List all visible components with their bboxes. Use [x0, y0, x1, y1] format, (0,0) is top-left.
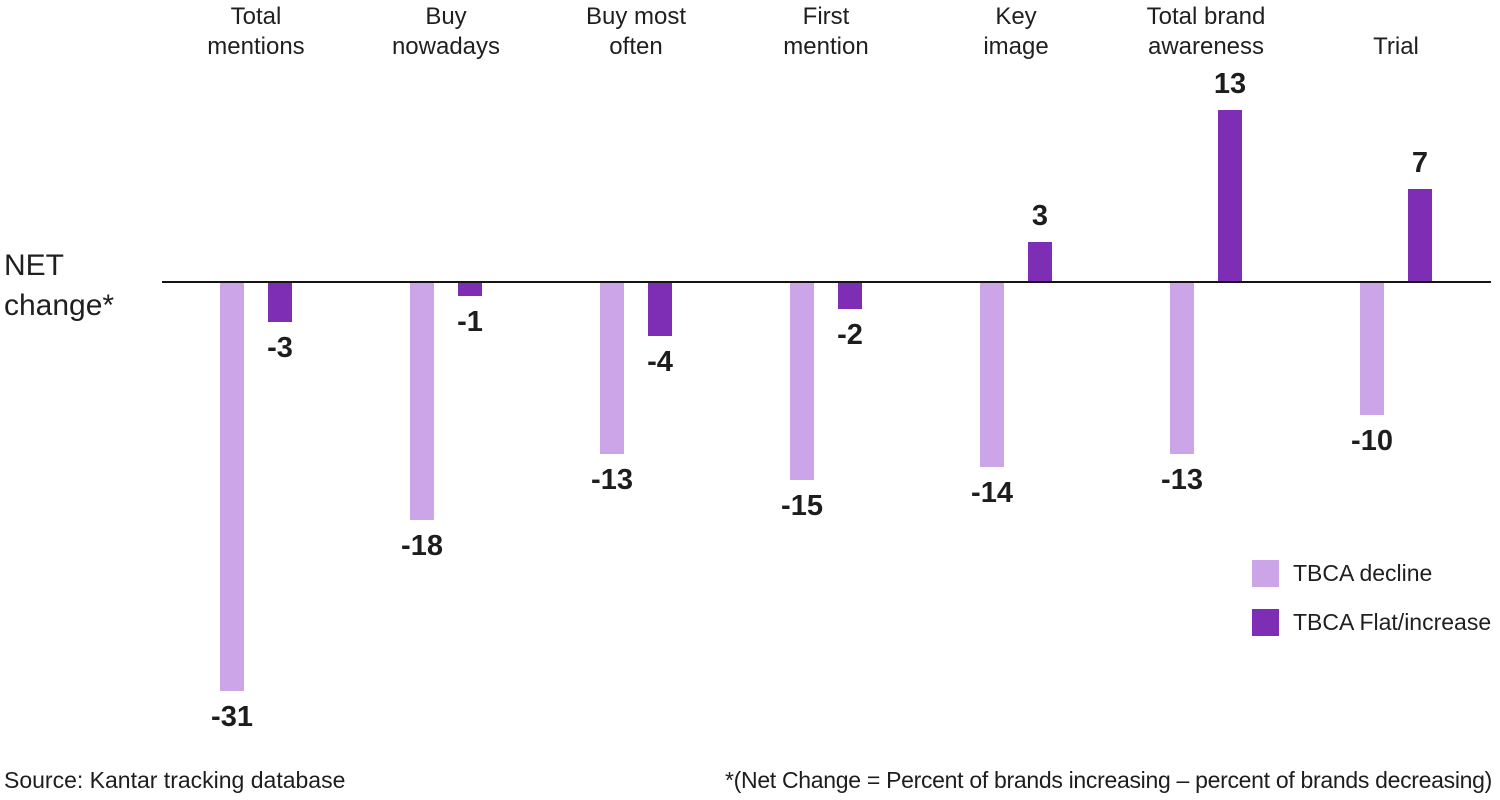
bar: [1360, 283, 1384, 415]
category-label: First mention: [783, 3, 869, 60]
bar-value-label: 3: [1031, 199, 1049, 232]
source-note: Source: Kantar tracking database: [4, 767, 346, 793]
bar: [458, 283, 482, 297]
legend-label-decline: TBCA decline: [1293, 560, 1433, 586]
bar-value-label: -2: [837, 319, 863, 352]
zero-axis-line: [162, 281, 1491, 283]
bar: [1408, 188, 1432, 281]
bar: [268, 283, 292, 323]
category-label: Total brand awareness: [1146, 3, 1266, 60]
bar-value-label: -1: [457, 306, 483, 339]
bar: [1028, 241, 1052, 281]
bar-value-label: -14: [971, 477, 1013, 510]
bar: [410, 283, 434, 520]
bar-value-label: -3: [267, 332, 293, 365]
category-label: Trial: [1373, 33, 1419, 60]
bar-value-label: 7: [1411, 146, 1429, 179]
axis-title-line: change*: [4, 289, 115, 322]
bar-value-label: -13: [591, 464, 633, 497]
bar-value-label: -4: [647, 345, 673, 378]
category-label: Buy most often: [585, 3, 687, 60]
bar: [220, 283, 244, 691]
legend-swatch-decline: [1252, 560, 1279, 587]
category-label: Key image: [983, 3, 1049, 60]
legend-item-flat-increase: TBCA Flat/increase: [1252, 609, 1491, 636]
legend-item-decline: TBCA decline: [1252, 560, 1491, 587]
bar: [980, 283, 1004, 468]
bar: [838, 283, 862, 310]
bar: [790, 283, 814, 481]
legend-label-flat-increase: TBCA Flat/increase: [1293, 609, 1492, 635]
bar-value-label: -15: [781, 490, 823, 523]
bar-value-label: -10: [1351, 424, 1393, 457]
bar: [1218, 109, 1242, 281]
bar: [648, 283, 672, 336]
bar-value-label: 13: [1213, 67, 1247, 100]
bar-value-label: -18: [401, 529, 443, 562]
footnote: *(Net Change = Percent of brands increas…: [725, 767, 1492, 793]
category-label: Total mentions: [207, 3, 305, 60]
bar: [600, 283, 624, 455]
bar-value-label: -13: [1161, 464, 1203, 497]
bar: [1170, 283, 1194, 455]
category-label: Buy nowadays: [391, 3, 501, 60]
axis-title-line: NET: [4, 249, 64, 282]
axis-title-net-change: NET change*: [4, 246, 114, 326]
legend-swatch-flat-increase: [1252, 609, 1279, 636]
bar-value-label: -31: [211, 700, 253, 733]
legend: TBCA decline TBCA Flat/increase: [1252, 560, 1491, 658]
